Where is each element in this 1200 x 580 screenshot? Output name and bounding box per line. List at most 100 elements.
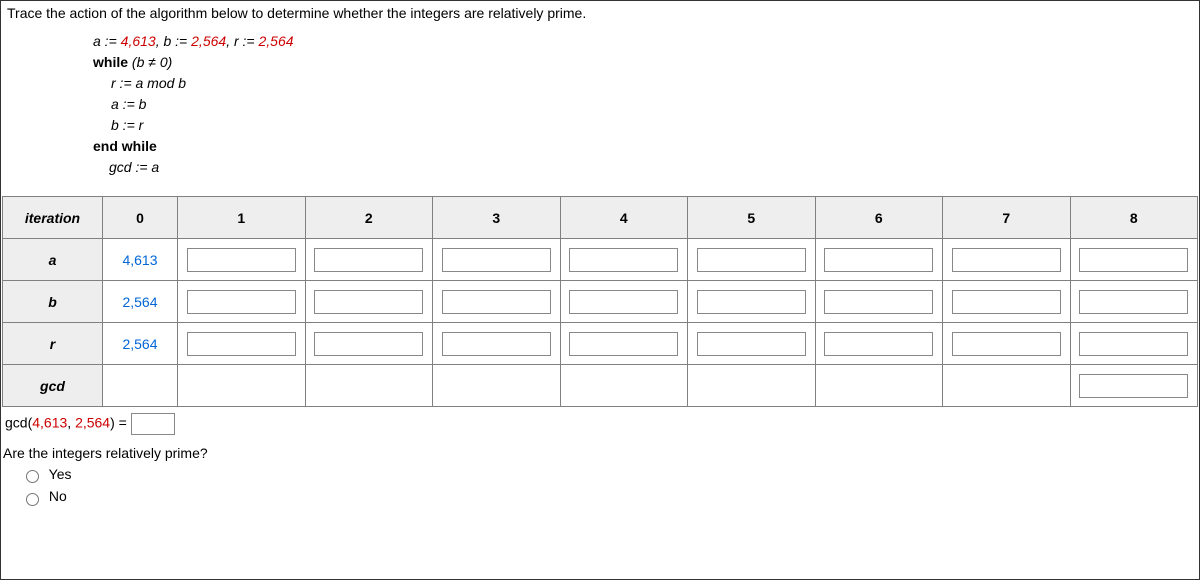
trace-input[interactable] — [824, 332, 933, 356]
gcd-result-input[interactable] — [131, 413, 175, 435]
header-1: 1 — [178, 197, 306, 239]
row-label: b — [3, 281, 103, 323]
var-a: a — [93, 33, 101, 49]
value-cell — [688, 239, 816, 281]
trace-input[interactable] — [824, 248, 933, 272]
trace-input[interactable] — [187, 248, 296, 272]
radio-yes-label[interactable]: Yes — [21, 466, 71, 482]
value-cell — [815, 281, 943, 323]
gcd-a: 4,613 — [32, 415, 67, 431]
trace-input[interactable] — [952, 332, 1061, 356]
value-cell — [688, 365, 816, 407]
trace-input[interactable] — [569, 332, 678, 356]
value-cell — [305, 323, 433, 365]
value-cell — [433, 365, 561, 407]
radio-no-label[interactable]: No — [21, 488, 67, 504]
header-4: 4 — [560, 197, 688, 239]
value-cell — [305, 281, 433, 323]
radio-no-text: No — [49, 488, 67, 504]
value-cell — [688, 323, 816, 365]
header-2: 2 — [305, 197, 433, 239]
gcd-suffix: ) = — [110, 415, 131, 431]
trace-input[interactable] — [187, 332, 296, 356]
initial-value-cell: 2,564 — [103, 281, 178, 323]
trace-input[interactable] — [1079, 332, 1188, 356]
header-iteration: iteration — [3, 197, 103, 239]
gcd-sep: , — [67, 415, 75, 431]
value-cell — [178, 239, 306, 281]
trace-input[interactable] — [1079, 248, 1188, 272]
initial-value: 4,613 — [122, 252, 157, 268]
trace-table: iteration 0 1 2 3 4 5 6 7 8 a4,613b2,564… — [2, 196, 1198, 407]
initial-value-cell: 2,564 — [103, 323, 178, 365]
initial-value: 2,564 — [122, 336, 157, 352]
value-cell — [815, 323, 943, 365]
gcd-result-line: gcd(4,613, 2,564) = — [1, 407, 1199, 441]
line-b: b := r — [111, 115, 1199, 136]
value-cell — [943, 323, 1071, 365]
value-cell — [943, 365, 1071, 407]
question-text: Trace the action of the algorithm below … — [1, 1, 1199, 25]
value-cell — [1070, 323, 1198, 365]
val-a: 4,613 — [121, 33, 156, 49]
trace-input[interactable] — [187, 290, 296, 314]
line-gcd: gcd := a — [109, 157, 1199, 178]
trace-input[interactable] — [697, 248, 806, 272]
row-label: a — [3, 239, 103, 281]
value-cell — [178, 323, 306, 365]
value-cell — [433, 281, 561, 323]
radio-no[interactable] — [26, 493, 39, 506]
table-header-row: iteration 0 1 2 3 4 5 6 7 8 — [3, 197, 1198, 239]
trace-input[interactable] — [569, 248, 678, 272]
value-cell — [1070, 239, 1198, 281]
value-cell — [815, 365, 943, 407]
value-cell — [1070, 281, 1198, 323]
header-5: 5 — [688, 197, 816, 239]
header-6: 6 — [815, 197, 943, 239]
table-row: r2,564 — [3, 323, 1198, 365]
value-cell — [178, 281, 306, 323]
trace-input[interactable] — [442, 332, 551, 356]
trace-input[interactable] — [697, 290, 806, 314]
initial-value-cell: 4,613 — [103, 239, 178, 281]
trace-input[interactable] — [697, 332, 806, 356]
trace-input[interactable] — [1079, 374, 1188, 398]
value-cell — [943, 281, 1071, 323]
value-cell — [433, 323, 561, 365]
line-r: r := a mod b — [111, 73, 1199, 94]
algorithm-block: a := 4,613, b := 2,564, r := 2,564 while… — [93, 31, 1199, 178]
kw-endwhile: end while — [93, 138, 157, 154]
trace-input[interactable] — [314, 290, 423, 314]
value-cell — [305, 239, 433, 281]
trace-input[interactable] — [952, 290, 1061, 314]
trace-input[interactable] — [442, 290, 551, 314]
while-cond: (b ≠ 0) — [132, 54, 172, 70]
row-label: gcd — [3, 365, 103, 407]
trace-input[interactable] — [1079, 290, 1188, 314]
trace-input[interactable] — [952, 248, 1061, 272]
val-r: 2,564 — [259, 33, 294, 49]
gcd-b: 2,564 — [75, 415, 110, 431]
value-cell — [943, 239, 1071, 281]
gcd-prefix: gcd( — [5, 415, 32, 431]
header-3: 3 — [433, 197, 561, 239]
trace-input[interactable] — [314, 248, 423, 272]
trace-input[interactable] — [314, 332, 423, 356]
line-a: a := b — [111, 94, 1199, 115]
value-cell — [560, 239, 688, 281]
value-cell — [178, 365, 306, 407]
trace-input[interactable] — [824, 290, 933, 314]
prime-question: Are the integers relatively prime? — [1, 441, 1199, 463]
trace-input[interactable] — [569, 290, 678, 314]
value-cell — [560, 323, 688, 365]
value-cell — [433, 239, 561, 281]
trace-input[interactable] — [442, 248, 551, 272]
var-b: b — [163, 33, 171, 49]
value-cell — [560, 281, 688, 323]
value-cell — [305, 365, 433, 407]
var-r: r — [234, 33, 239, 49]
initial-value-cell — [103, 365, 178, 407]
table-row: b2,564 — [3, 281, 1198, 323]
radio-yes[interactable] — [26, 470, 39, 483]
radio-yes-text: Yes — [49, 466, 72, 482]
